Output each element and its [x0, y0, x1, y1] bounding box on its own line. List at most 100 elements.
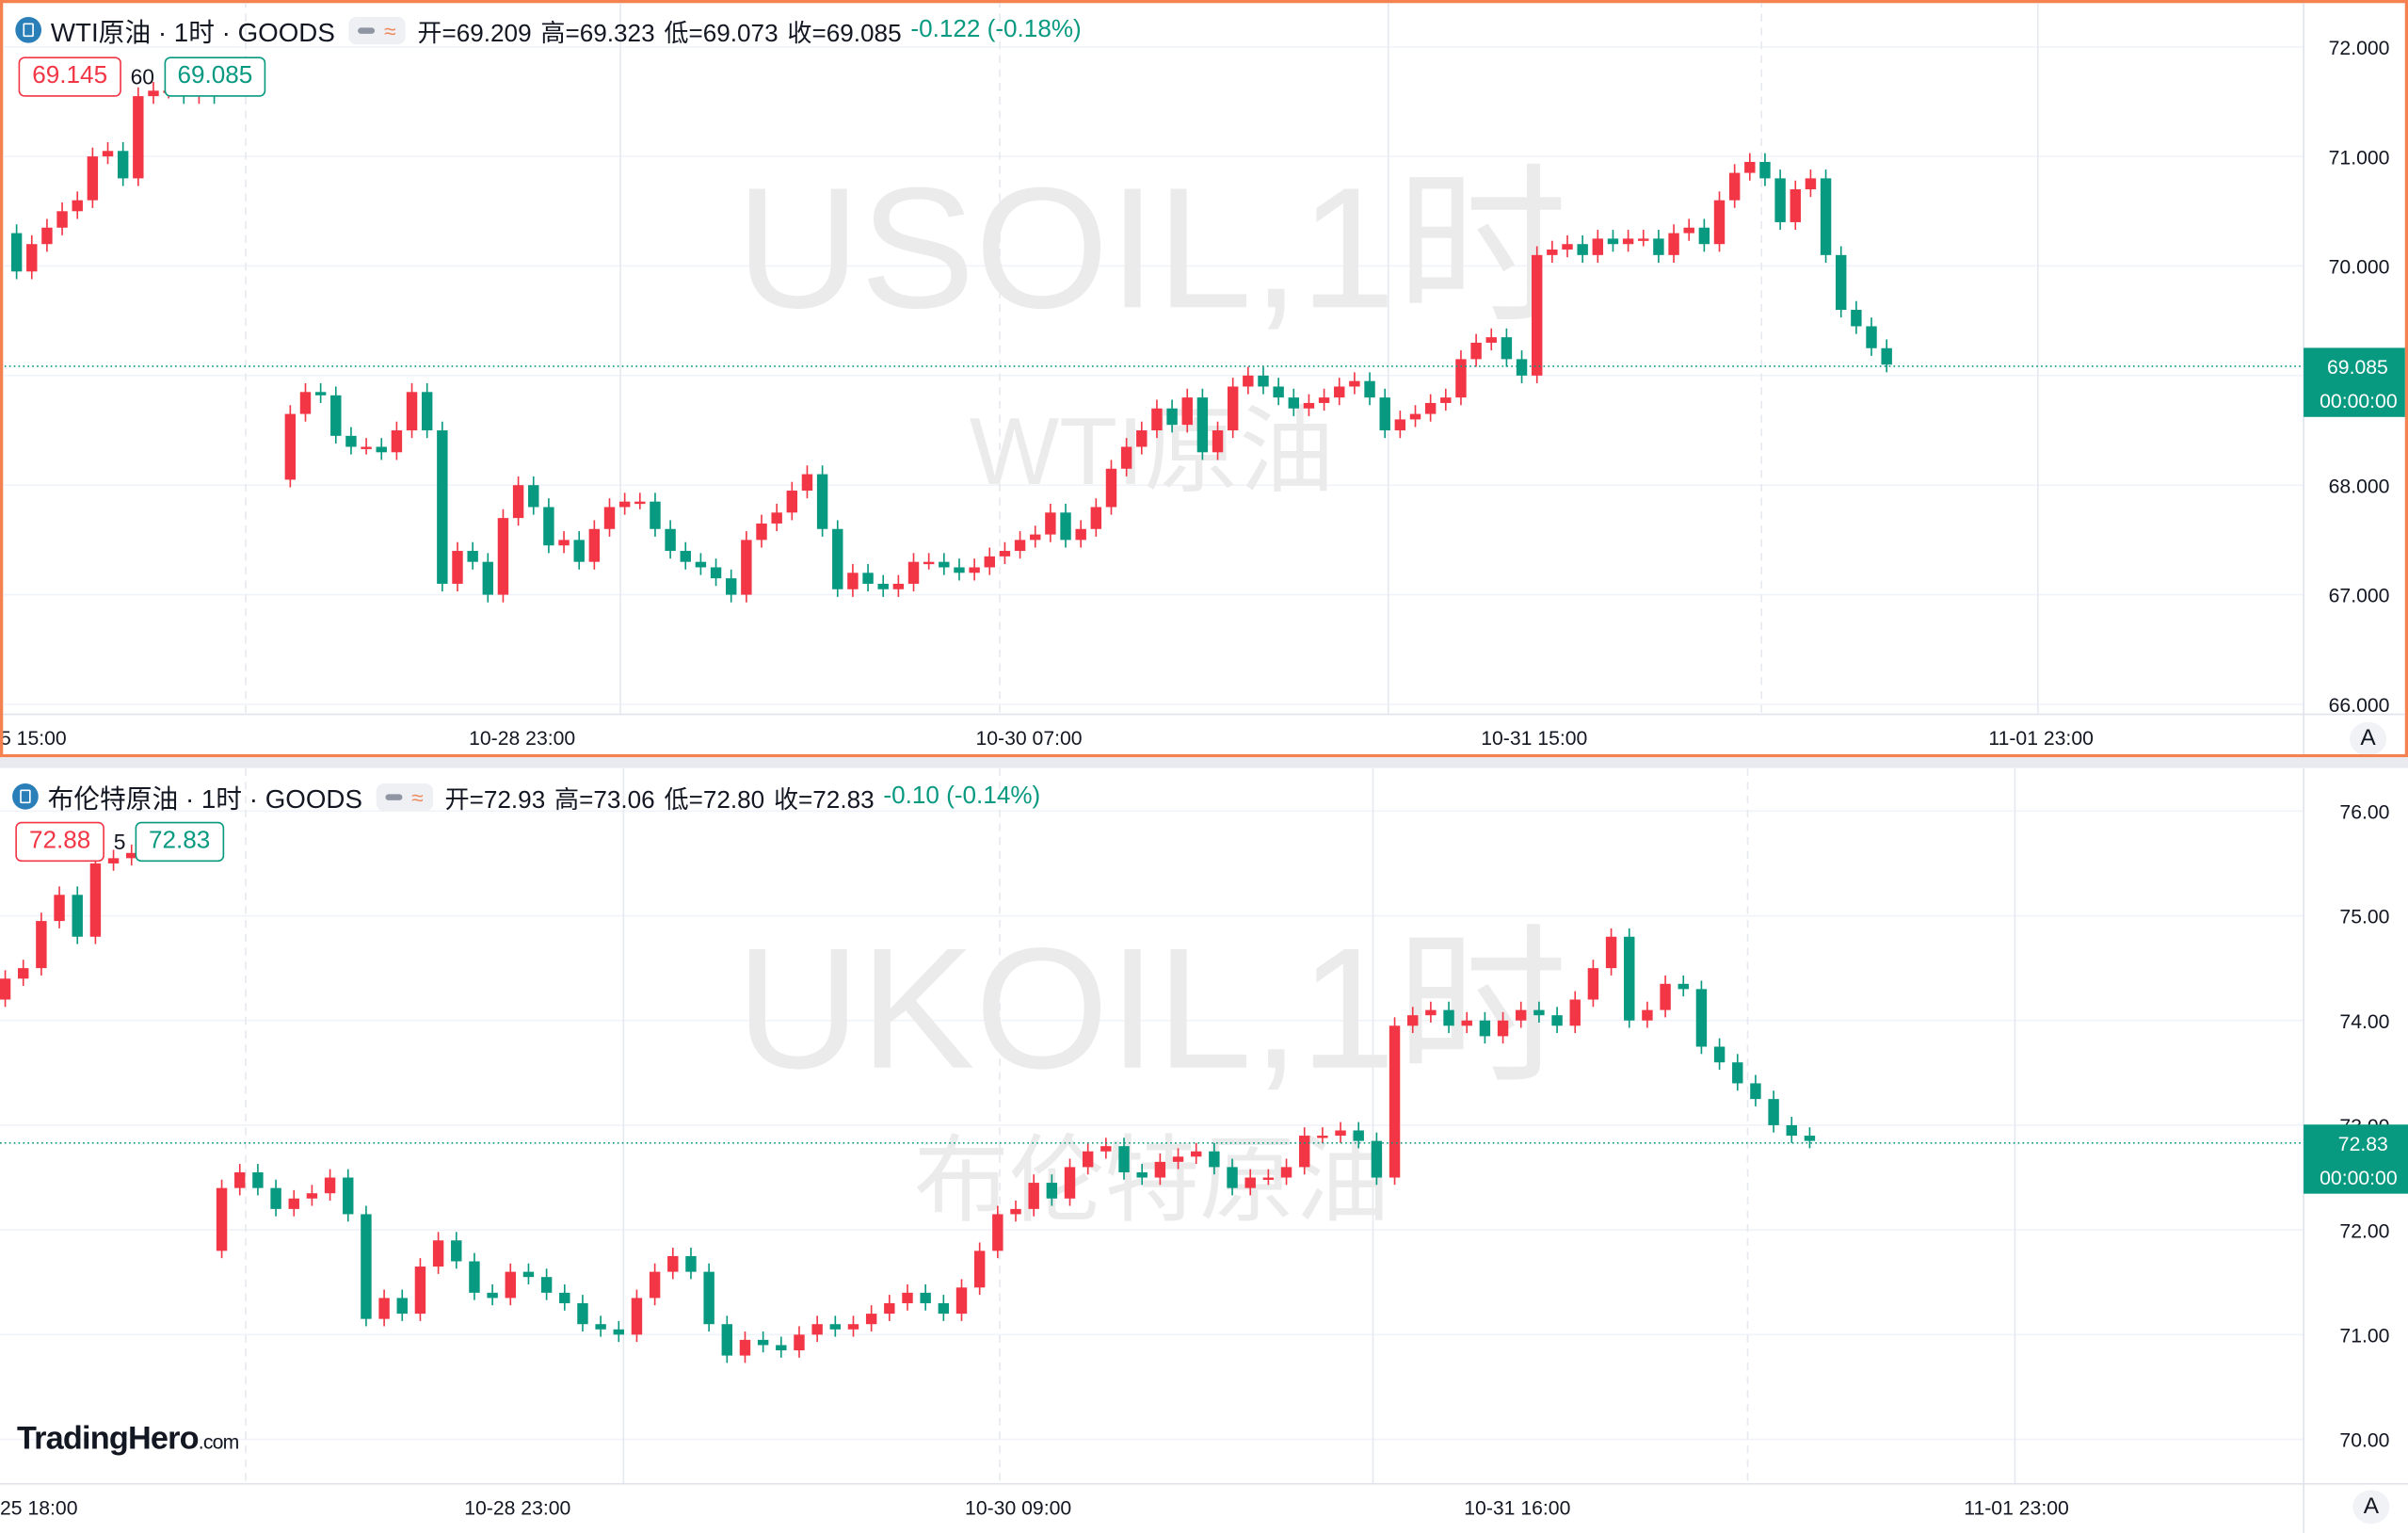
candle-body — [1624, 936, 1635, 1021]
symbol-icon — [15, 16, 42, 43]
ukoil-chart-canvas[interactable]: 76.0075.0074.0073.0072.0071.0070.00UKOIL… — [0, 767, 2408, 1533]
candle-body — [1768, 1099, 1779, 1125]
candle-body — [954, 567, 965, 573]
candle-body — [1516, 1009, 1527, 1021]
candle-body — [573, 540, 585, 562]
auto-scale-button[interactable]: A — [2352, 1490, 2390, 1525]
hide-icon[interactable] — [385, 793, 403, 800]
candle-body — [801, 474, 813, 492]
candle-body — [406, 392, 418, 431]
candle-body — [559, 1292, 570, 1303]
candle-body — [1698, 227, 1710, 245]
ask-price-box[interactable]: 72.83 — [135, 821, 225, 863]
candle-body — [1303, 402, 1315, 409]
candle-body — [1030, 534, 1041, 541]
candle-body — [1212, 430, 1224, 453]
candle-body — [1014, 540, 1026, 552]
candle-body — [505, 1271, 516, 1299]
candle-body — [1732, 1062, 1743, 1084]
candle-body — [558, 540, 570, 546]
candle-body — [87, 156, 99, 201]
candle-body — [1334, 386, 1345, 398]
candle-body — [1683, 227, 1694, 234]
candle-body — [117, 151, 129, 179]
candle-body — [482, 561, 494, 595]
candle-body — [1100, 1146, 1112, 1152]
candle-body — [1090, 507, 1102, 529]
candle-body — [1154, 1161, 1166, 1178]
candle-body — [306, 1193, 318, 1199]
candle-body — [1750, 1083, 1761, 1100]
candle-body — [1172, 1156, 1184, 1162]
ohlc-high: 高=69.323 — [540, 21, 655, 47]
candle-body — [1759, 161, 1771, 179]
candle-body — [1455, 359, 1467, 398]
candle-body — [1028, 1183, 1039, 1209]
candle-body — [1317, 1136, 1328, 1138]
candle-body — [234, 1171, 246, 1188]
candle-body — [588, 528, 601, 562]
ask-price-box[interactable]: 69.085 — [163, 56, 266, 97]
time-tick-label: 10-30 07:00 — [975, 728, 1082, 750]
candle-body — [270, 1187, 281, 1209]
candle-body — [1364, 380, 1375, 398]
ukoil-legend: 布伦特原油 · 1时 · GOODS ≈ 开=72.93 高=73.06 低=7… — [12, 777, 1040, 815]
watermark-name: 布伦特原油 — [914, 1128, 1390, 1234]
symbol-title[interactable]: WTI原油 · 1时 · GOODS — [50, 18, 335, 48]
visibility-toggle[interactable]: ≈ — [348, 16, 406, 44]
candle-body — [1642, 1009, 1653, 1021]
ohlc-open: 开=72.93 — [444, 787, 546, 814]
candle-body — [284, 413, 297, 480]
visibility-toggle[interactable]: ≈ — [376, 783, 433, 811]
candle-body — [1587, 968, 1599, 1000]
candle-body — [1209, 1151, 1220, 1168]
candle-body — [1120, 446, 1132, 469]
price-tick-label: 70.000 — [2329, 257, 2390, 279]
time-tick-label: 10-28 23:00 — [464, 1497, 570, 1519]
ukoil-chart-pane[interactable]: 76.0075.0074.0073.0072.0071.0070.00UKOIL… — [0, 767, 2408, 1533]
candle-body — [1547, 250, 1558, 255]
candle-body — [667, 1255, 679, 1272]
candle-body — [992, 1214, 1003, 1251]
candle-body — [469, 1261, 480, 1293]
candle-body — [757, 1339, 769, 1346]
candle-body — [832, 528, 843, 589]
bid-price-box[interactable]: 72.88 — [15, 821, 105, 863]
candle-body — [847, 573, 859, 589]
candle-body — [1118, 1146, 1130, 1172]
candle-body — [1577, 244, 1588, 255]
candle-body — [595, 1324, 606, 1330]
usoil-chart-pane[interactable]: 72.00071.00070.00069.00068.00067.00066.0… — [0, 0, 2408, 758]
candle-body — [18, 968, 29, 979]
bid-price-box[interactable]: 69.145 — [18, 56, 121, 97]
candle-body — [794, 1334, 805, 1351]
candle-body — [865, 1314, 877, 1325]
candle-body — [1196, 397, 1209, 453]
wave-icon[interactable]: ≈ — [411, 783, 424, 809]
candle-body — [665, 528, 676, 552]
auto-scale-button[interactable]: A — [2350, 721, 2387, 754]
candle-body — [1607, 238, 1619, 245]
candle-body — [1424, 402, 1437, 414]
candle-body — [884, 1302, 895, 1315]
pane-divider[interactable] — [0, 757, 2408, 768]
candle-body — [10, 233, 23, 272]
symbol-title[interactable]: 布伦特原油 · 1时 · GOODS — [47, 784, 362, 815]
candle-body — [603, 507, 616, 529]
ohlc-low: 低=69.073 — [664, 21, 779, 47]
candle-body — [1394, 419, 1406, 431]
candle-body — [907, 561, 920, 584]
candle-body — [1836, 254, 1847, 311]
candle-body — [1531, 254, 1543, 376]
hide-icon[interactable] — [358, 26, 376, 34]
candle-body — [1516, 359, 1528, 376]
candle-body — [107, 858, 120, 863]
candle-body — [26, 244, 38, 272]
candle-body — [133, 96, 144, 179]
candle-body — [1851, 310, 1862, 327]
candle-body — [811, 1324, 823, 1335]
price-tick-label: 71.00 — [2339, 1325, 2389, 1347]
candle-body — [522, 1271, 535, 1278]
wave-icon[interactable]: ≈ — [384, 17, 396, 42]
usoil-chart-canvas[interactable]: 72.00071.00070.00069.00068.00067.00066.0… — [0, 0, 2408, 757]
